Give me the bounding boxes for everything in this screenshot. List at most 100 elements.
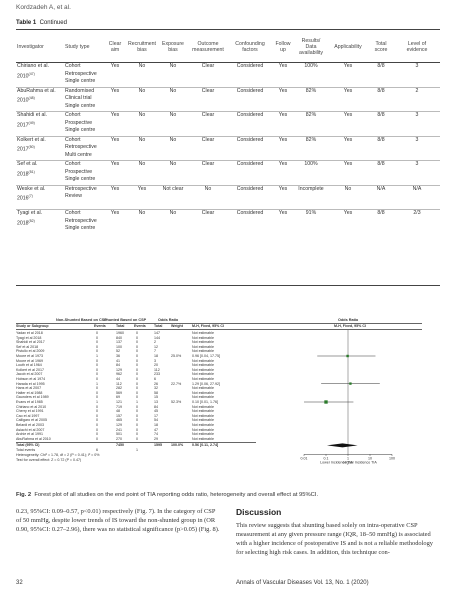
table-cell: Yes <box>272 209 294 234</box>
table-cell: 3 <box>394 111 440 136</box>
table-cell: 100% <box>294 62 328 87</box>
study-name: Hobson et al 1974 <box>16 377 46 381</box>
total-non-shunted: 36 <box>116 354 120 358</box>
total-shunted: 29 <box>154 436 158 441</box>
page-number: 32 <box>16 580 23 586</box>
events-shunted: 0 <box>136 390 138 395</box>
total-non-shunted: 1960 <box>116 331 124 335</box>
table-cell: Considered <box>228 135 272 161</box>
column-header: Investigator <box>16 32 64 63</box>
table-cell: Yes <box>272 160 294 185</box>
forest-study-row: Louth et al 1964 0 84 0 20 Not estimable <box>16 363 422 368</box>
table-cell: 8/8 <box>368 86 394 112</box>
investigator-cell: Shahidi et al. 2017(49) <box>16 111 64 136</box>
total-shunted: 3 <box>154 358 156 363</box>
odds-ratio-ci: Not estimable <box>192 331 214 335</box>
table-cell: Clear <box>188 62 228 87</box>
total-events-non-shunted: 6 <box>96 448 98 453</box>
body-text-left-column: 0.23, 95%CI: 0.09–0.57, p<0.01) respecti… <box>16 508 220 533</box>
total-shunted: 20 <box>154 363 158 368</box>
forest-column-header: Events <box>134 324 146 328</box>
events-shunted: 0 <box>136 349 138 354</box>
forest-column-header: Events <box>94 324 106 328</box>
odds-ratio-ci: Not estimable <box>192 423 214 427</box>
events-non-shunted: 0 <box>96 331 98 335</box>
table-cell: Considered <box>228 111 272 136</box>
table-cell: No <box>328 184 368 210</box>
forest-study-row: Belardi et al 2003 0 129 0 18 Not estimable <box>16 423 422 428</box>
table-cell: Considered <box>228 86 272 112</box>
total-non-shunted: 52 <box>116 349 120 354</box>
study-type-cell: Cohort Retrospective Multi centre <box>64 135 104 161</box>
forest-group-header: Odds Ratio <box>338 318 359 322</box>
investigator-name: AbuRahma et al. 2010 <box>17 87 56 104</box>
reference-number: (48) <box>28 96 35 101</box>
total-shunted: 15 <box>154 395 158 400</box>
table-cell: Considered <box>228 160 272 185</box>
table-cell: Clear <box>188 209 228 234</box>
total-non-shunted: 569 <box>116 390 122 395</box>
table-cell: N/A <box>368 184 394 210</box>
total-non-shunted: 112 <box>116 381 122 386</box>
table-row: Kolkert et al. 2017(50) Cohort Retrospect… <box>16 135 440 161</box>
table-cell: No <box>158 160 188 185</box>
table-cell: Considered <box>228 62 272 87</box>
column-header: Clear aim <box>104 32 126 63</box>
total-non-shunted: 157 <box>116 413 122 418</box>
forest-study-row: Jacob et al 2007 0 962 0 233 Not estimable <box>16 372 422 377</box>
table-cell: No <box>126 209 158 234</box>
events-non-shunted: 0 <box>96 404 98 409</box>
discussion-paragraph: This review suggests that shunting based… <box>236 522 433 556</box>
forest-study-row: Pistullo et al 2009 0 52 0 7 Not estimable <box>16 349 422 354</box>
table-cell: Yes <box>104 62 126 87</box>
table-cell: 3 <box>394 160 440 185</box>
x-axis-tick-label: 10 <box>368 456 372 460</box>
investigator-cell: Tyagi et al. 2018(52) <box>16 209 64 234</box>
events-shunted: 0 <box>136 436 138 441</box>
events-shunted: 0 <box>136 418 138 423</box>
total-shunted: 84 <box>154 404 158 409</box>
table-row: Chiriano et al. 2010(47) Cohort Retrospec… <box>16 62 440 87</box>
table-cell: Clear <box>188 135 228 161</box>
axis-right-label: Higher Incidence TIA <box>343 460 377 464</box>
forest-study-row: Chiriano et al 2010 0 719 0 84 Not estimable <box>16 405 422 410</box>
events-non-shunted: 0 <box>96 427 98 432</box>
events-non-shunted: 1 <box>96 381 98 386</box>
total-non-shunted: 962 <box>116 372 122 377</box>
study-name: Moore et al 1969 <box>16 358 43 363</box>
table-cell: No <box>158 209 188 234</box>
figure-caption: Fig. 2 Forest plot of all studies on the… <box>16 492 440 498</box>
odds-ratio-ci: Not estimable <box>192 358 214 363</box>
study-name: Belardi et al 2003 <box>16 423 44 427</box>
events-non-shunted: 1 <box>96 354 98 358</box>
study-name: AbuRahma et al 2010 <box>16 436 51 441</box>
forest-header-rule <box>16 323 422 324</box>
total-non-shunted: 129 <box>116 367 122 372</box>
events-shunted: 0 <box>136 354 138 358</box>
column-header: Study type <box>64 32 104 63</box>
total-shunted: 13 <box>154 400 158 404</box>
events-non-shunted: 0 <box>96 409 98 414</box>
reference-number: (51) <box>28 169 35 174</box>
odds-ratio-ci: Not estimable <box>192 335 214 340</box>
table-cell: Yes <box>328 160 368 185</box>
table-cell: 8/8 <box>368 160 394 185</box>
odds-ratio-ci: Not estimable <box>192 386 214 391</box>
study-name: Moore et al 1973 <box>16 354 43 358</box>
investigator-cell: Chiriano et al. 2010(47) <box>16 62 64 87</box>
table-cell: Yes <box>104 111 126 136</box>
total-shunted: 26 <box>154 381 158 386</box>
events-non-shunted: 0 <box>96 413 98 418</box>
forest-study-row: Tyagi et al 2018 0 840 0 144 Not estimable <box>16 336 422 341</box>
investigator-cell: Sef et al. 2018(51) <box>16 160 64 185</box>
odds-ratio-ci: Not estimable <box>192 344 214 349</box>
odds-ratio-ci: Not estimable <box>192 363 214 368</box>
journal-footer: Annals of Vascular Diseases Vol. 13, No.… <box>236 580 369 586</box>
total-non-shunted: 129 <box>116 423 122 427</box>
discussion-section: Discussion This review suggests that shu… <box>236 507 442 557</box>
forest-study-row: Gaunders et al 1989 0 69 0 15 Not estimable <box>16 395 422 400</box>
total-shunted: 18 <box>154 354 158 358</box>
events-non-shunted: 0 <box>96 395 98 400</box>
total-shunted: 144 <box>154 335 160 340</box>
study-name: Halter et al 1988 <box>16 390 43 395</box>
